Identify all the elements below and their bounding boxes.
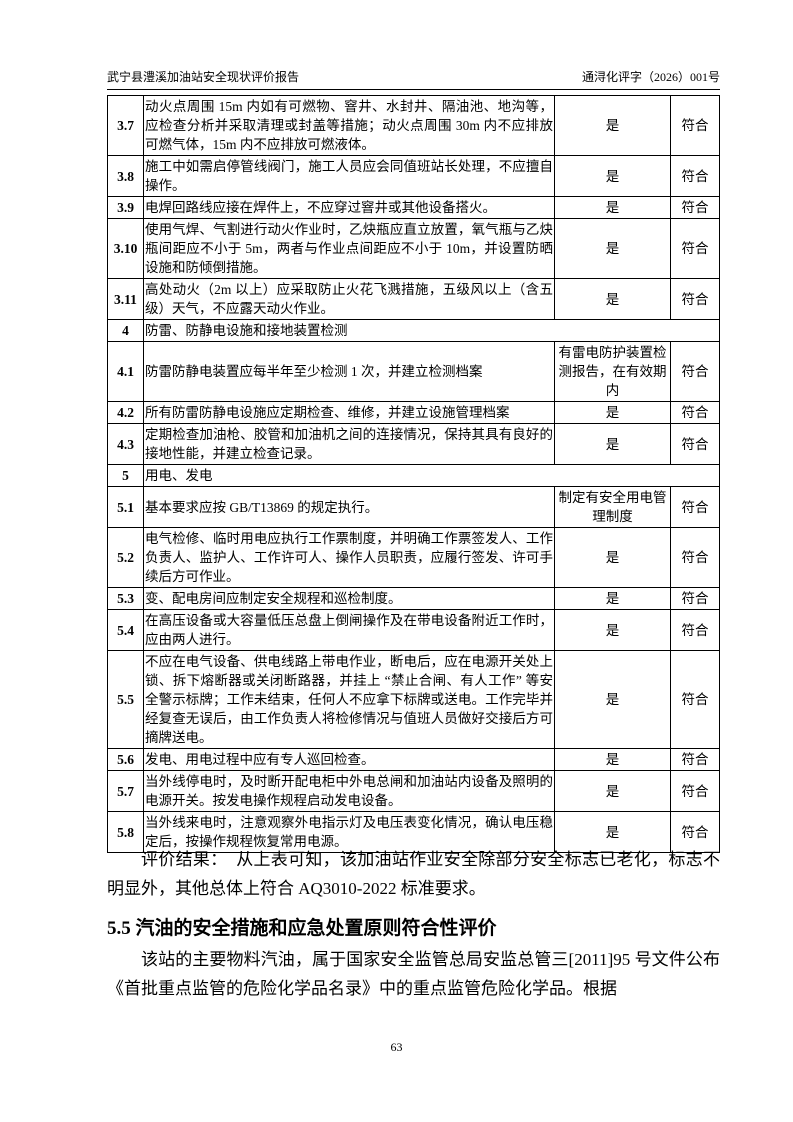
table-cell: 是 [554,401,671,424]
table-cell: 5.3 [107,587,144,610]
table-row: 5.3 变、配电房间应制定安全规程和巡检制度。是符合 [107,587,720,610]
table-cell: 4.2 [107,401,144,424]
table-cell: 5.1 [107,486,144,528]
table-cell: 是 [554,423,671,465]
table-cell: 施工中如需启停管线阀门，施工人员应会同值班站长处理，不应擅自操作。 [143,155,555,197]
table-row: 4.2 所有防雷防静电设施应定期检查、维修，并建立设施管理档案是符合 [107,401,720,424]
table-cell: 是 [554,587,671,610]
table-cell: 3.9 [107,196,144,219]
table-cell: 是 [554,155,671,197]
table-cell: 用电、发电 [143,464,720,487]
table-cell: 电气检修、临时用电应执行工作票制度，并明确工作票签发人、工作负责人、监护人、工作… [143,527,555,588]
table-cell: 3.7 [107,95,144,156]
table-cell: 符合 [670,527,720,588]
table-cell: 符合 [670,218,720,279]
table-row: 5.2 电气检修、临时用电应执行工作票制度，并明确工作票签发人、工作负责人、监护人… [107,527,720,588]
table-cell: 是 [554,748,671,771]
table-row: 5.7 当外线停电时，及时断开配电柜中外电总闸和加油站内设备及照明的电源开关。按发… [107,770,720,812]
table-cell: 符合 [670,95,720,156]
header-right: 通浔化评字（2026）001号 [581,70,720,84]
table-cell: 使用气焊、气割进行动火作业时，乙炔瓶应直立放置，氧气瓶与乙炔瓶间距应不小于 5m… [143,218,555,279]
table-row: 3.11 高处动火（2m 以上）应采取防止火花飞溅措施，五级风以上（含五级）天气，… [107,278,720,320]
table-row: 3.10 使用气焊、气割进行动火作业时，乙炔瓶应直立放置，氧气瓶与乙炔瓶间距应不小… [107,218,720,279]
table-row: 5.1 基本要求应按 GB/T13869 的规定执行。 制定有安全用电管理制度 符合 [107,486,720,528]
table-cell: 防雷、防静电设施和接地装置检测 [143,319,720,342]
table-row: 3.9 电焊回路线应接在焊件上，不应穿过窨井或其他设备搭火。是符合 [107,196,720,219]
page-header: 武宁县澧溪加油站安全现状评价报告 通浔化评字（2026）001号 [107,68,720,90]
table-cell: 有雷电防护装置检测报告，在有效期内 [554,341,671,402]
section-title: 5.5 汽油的安全措施和应急处置原则符合性评价 [107,918,497,939]
table-cell: 是 [554,811,671,853]
table-cell: 高处动火（2m 以上）应采取防止火花飞溅措施，五级风以上（含五级）天气，不应露天… [143,278,555,320]
table-cell: 电焊回路线应接在焊件上，不应穿过窨井或其他设备搭火。 [143,196,555,219]
table-cell: 符合 [670,155,720,197]
table-cell: 在高压设备或大容量低压总盘上倒闸操作及在带电设备附近工作时，应由两人进行。 [143,609,555,651]
table-cell: 3.8 [107,155,144,197]
table-cell: 发电、用电过程中应有专人巡回检查。 [143,748,555,771]
table-cell: 5.2 [107,527,144,588]
table-cell: 是 [554,278,671,320]
table-cell: 动火点周围 15m 内如有可燃物、窨井、水封井、隔油池、地沟等，应检查分析并采取… [143,95,555,156]
paragraph: 评价结果： 从上表可知，该加油站作业安全除部分安全标志已老化，标志不明显外，其他… [107,850,720,898]
table-cell: 符合 [670,650,720,749]
table-cell: 5.6 [107,748,144,771]
table-row: 4 防雷、防静电设施和接地装置检测 [107,319,720,342]
table-cell: 符合 [670,341,720,402]
table-cell: 符合 [670,401,720,424]
table-cell: 符合 [670,770,720,812]
paragraph: 该站的主要物料汽油，属于国家安全监管总局安监总管三[2011]95 号文件公布《… [107,950,720,998]
table-cell: 4 [107,319,144,342]
table-cell: 符合 [670,609,720,651]
table-cell: 变、配电房间应制定安全规程和巡检制度。 [143,587,555,610]
table-cell: 定期检查加油枪、胶管和加油机之间的连接情况，保持其具有良好的接地性能，并建立检查… [143,423,555,465]
table-cell: 所有防雷防静电设施应定期检查、维修，并建立设施管理档案 [143,401,555,424]
table-cell: 基本要求应按 GB/T13869 的规定执行。 [143,486,555,528]
table-cell: 3.11 [107,278,144,320]
table-cell: 符合 [670,811,720,853]
table-cell: 是 [554,650,671,749]
table-cell: 不应在电气设备、供电线路上带电作业，断电后，应在电源开关处上锁、拆下熔断器或关闭… [143,650,555,749]
table-row: 5.5 不应在电气设备、供电线路上带电作业，断电后，应在电源开关处上锁、拆下熔断器… [107,650,720,749]
table-cell: 符合 [670,196,720,219]
table-cell: 是 [554,196,671,219]
table-row: 4.3 定期检查加油枪、胶管和加油机之间的连接情况，保持其具有良好的接地性能，并建… [107,423,720,465]
table-cell: 5.8 [107,811,144,853]
table-cell: 是 [554,218,671,279]
table-cell: 4.3 [107,423,144,465]
table-cell: 5.5 [107,650,144,749]
table-cell: 符合 [670,278,720,320]
check-table: 3.7 动火点周围 15m 内如有可燃物、窨井、水封井、隔油池、地沟等，应检查分析… [107,95,720,853]
table-cell: 是 [554,770,671,812]
table-cell: 5.7 [107,770,144,812]
table-cell: 4.1 [107,341,144,402]
header-left: 武宁县澧溪加油站安全现状评价报告 [107,70,300,84]
table-cell: 防雷防静电装置应每半年至少检测 1 次，并建立检测档案 [143,341,555,402]
table-row: 3.8 施工中如需启停管线阀门，施工人员应会同值班站长处理，不应擅自操作。是符合 [107,155,720,197]
table-cell: 5.4 [107,609,144,651]
table-cell: 符合 [670,587,720,610]
table-cell: 是 [554,527,671,588]
table-row: 5.8 当外线来电时，注意观察外电指示灯及电压表变化情况，确认电压稳定后，按操作规… [107,811,720,853]
table-row: 5.4 在高压设备或大容量低压总盘上倒闸操作及在带电设备附近工作时，应由两人进行。… [107,609,720,651]
table-row: 4.1 防雷防静电装置应每半年至少检测 1 次，并建立检测档案 有雷电防护装置检测报… [107,341,720,402]
table-cell: 制定有安全用电管理制度 [554,486,671,528]
table-cell: 3.10 [107,218,144,279]
table-cell: 是 [554,609,671,651]
table-cell: 符合 [670,486,720,528]
table-cell: 是 [554,95,671,156]
table-cell: 符合 [670,423,720,465]
table-row: 3.7 动火点周围 15m 内如有可燃物、窨井、水封井、隔油池、地沟等，应检查分析… [107,95,720,156]
table-row: 5.6 发电、用电过程中应有专人巡回检查。是符合 [107,748,720,771]
page-number: 63 [390,1040,403,1054]
table-cell: 5 [107,464,144,487]
table-cell: 当外线来电时，注意观察外电指示灯及电压表变化情况，确认电压稳定后，按操作规程恢复… [143,811,555,853]
table-row: 5 用电、发电 [107,464,720,487]
table-cell: 符合 [670,748,720,771]
table-cell: 当外线停电时，及时断开配电柜中外电总闸和加油站内设备及照明的电源开关。按发电操作… [143,770,555,812]
